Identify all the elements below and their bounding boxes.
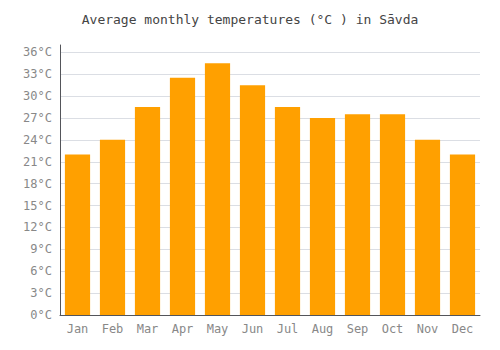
svg-text:Jun: Jun [242, 322, 264, 336]
svg-text:Jan: Jan [67, 322, 89, 336]
svg-text:15°C: 15°C [23, 199, 52, 213]
svg-text:12°C: 12°C [23, 220, 52, 234]
svg-text:Oct: Oct [382, 322, 404, 336]
svg-text:Average monthly temperatures (: Average monthly temperatures (°C ) in Sā… [82, 12, 419, 27]
svg-text:30°C: 30°C [23, 89, 52, 103]
svg-text:6°C: 6°C [30, 264, 52, 278]
svg-text:18°C: 18°C [23, 177, 52, 191]
svg-text:21°C: 21°C [23, 155, 52, 169]
svg-text:Dec: Dec [452, 322, 474, 336]
svg-text:Feb: Feb [102, 322, 124, 336]
svg-text:9°C: 9°C [30, 242, 52, 256]
svg-text:Apr: Apr [172, 322, 194, 336]
svg-text:33°C: 33°C [23, 67, 52, 81]
svg-text:Jul: Jul [277, 322, 299, 336]
svg-text:Aug: Aug [312, 322, 334, 336]
svg-text:0°C: 0°C [30, 308, 52, 322]
svg-text:May: May [207, 322, 229, 336]
svg-text:27°C: 27°C [23, 111, 52, 125]
svg-text:3°C: 3°C [30, 286, 52, 300]
svg-text:36°C: 36°C [23, 45, 52, 59]
svg-text:Sep: Sep [347, 322, 369, 336]
svg-text:Mar: Mar [137, 322, 159, 336]
svg-text:24°C: 24°C [23, 133, 52, 147]
svg-text:Nov: Nov [417, 322, 439, 336]
